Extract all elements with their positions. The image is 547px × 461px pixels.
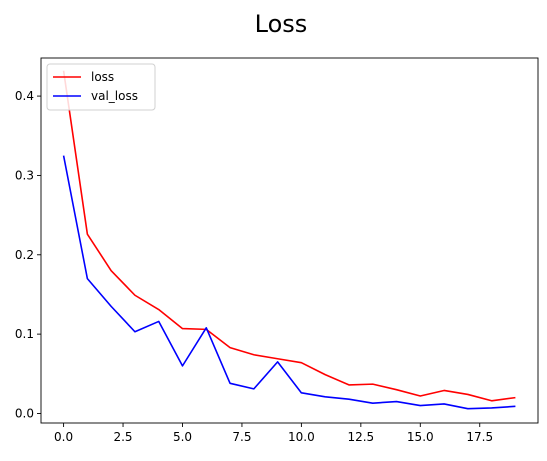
x-tick-label: 15.0 xyxy=(407,430,434,444)
x-tick-label: 17.5 xyxy=(466,430,493,444)
legend-label: val_loss xyxy=(91,89,138,103)
x-tick-label: 7.5 xyxy=(232,430,251,444)
x-tick-label: 2.5 xyxy=(113,430,132,444)
x-tick-label: 10.0 xyxy=(288,430,315,444)
series-line-val-loss xyxy=(62,155,516,410)
series-layer xyxy=(62,70,516,410)
x-tick-label: 12.5 xyxy=(347,430,374,444)
y-tick-label: 0.2 xyxy=(15,248,34,262)
axes-layer: 0.0 2.5 5.0 7.5 10.0 12.5 15.0 17.5 0.0 0.1 0.2 0.3… xyxy=(15,89,493,444)
legend: loss val_loss xyxy=(46,63,156,111)
legend-label: loss xyxy=(91,70,114,84)
y-tick-label: 0.1 xyxy=(15,327,34,341)
chart-title: Loss xyxy=(255,10,308,38)
legend-box xyxy=(46,63,156,111)
y-tick-label: 0.4 xyxy=(15,89,34,103)
y-tick-label: 0.0 xyxy=(15,406,34,420)
plot-area xyxy=(41,58,538,423)
x-tick-label: 0.0 xyxy=(54,430,73,444)
series-line-loss xyxy=(62,70,516,402)
x-tick-label: 5.0 xyxy=(173,430,192,444)
plot-frame xyxy=(40,57,539,424)
y-tick-label: 0.3 xyxy=(15,168,34,182)
